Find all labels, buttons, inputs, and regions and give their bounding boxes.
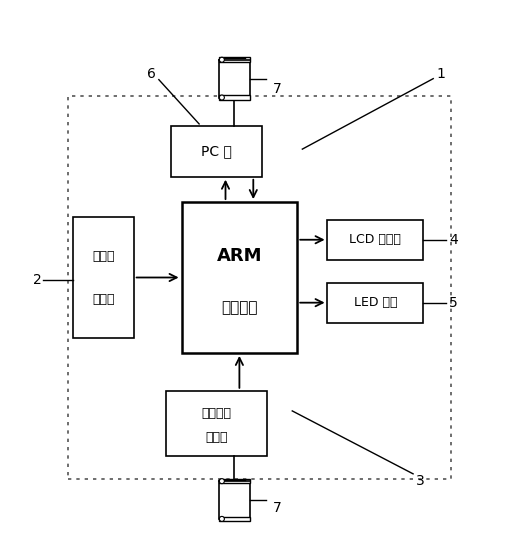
Text: 5: 5 — [449, 296, 458, 310]
Text: 4: 4 — [449, 233, 458, 247]
Circle shape — [219, 57, 224, 62]
Bar — [219, 479, 250, 483]
Bar — [219, 481, 250, 519]
Text: 主控芯片: 主控芯片 — [221, 300, 258, 315]
Text: 6: 6 — [147, 67, 156, 80]
Text: LCD 显示屏: LCD 显示屏 — [349, 233, 401, 246]
Text: 7: 7 — [273, 82, 281, 95]
Bar — [327, 282, 423, 323]
Text: LED 彩灯: LED 彩灯 — [354, 296, 397, 309]
Bar — [327, 220, 423, 260]
Text: ARM: ARM — [217, 248, 262, 265]
Text: 3: 3 — [416, 475, 425, 488]
Bar — [68, 96, 451, 479]
Text: 7: 7 — [273, 501, 281, 515]
Circle shape — [219, 516, 224, 521]
Bar — [219, 58, 250, 62]
Bar — [73, 217, 134, 338]
Text: 1: 1 — [436, 67, 445, 80]
Bar — [172, 127, 262, 177]
Bar — [182, 202, 297, 353]
Text: 太阳能供: 太阳能供 — [202, 407, 232, 420]
Bar — [219, 95, 250, 100]
Text: 紫外线: 紫外线 — [92, 250, 115, 264]
Text: 2: 2 — [33, 273, 41, 287]
Bar — [219, 517, 250, 521]
Bar — [219, 60, 250, 98]
Circle shape — [219, 95, 224, 100]
Bar — [166, 391, 267, 456]
Text: PC 机: PC 机 — [201, 145, 232, 159]
Text: 电模块: 电模块 — [206, 431, 228, 445]
Circle shape — [219, 478, 224, 483]
Text: 传感器: 传感器 — [92, 292, 115, 306]
